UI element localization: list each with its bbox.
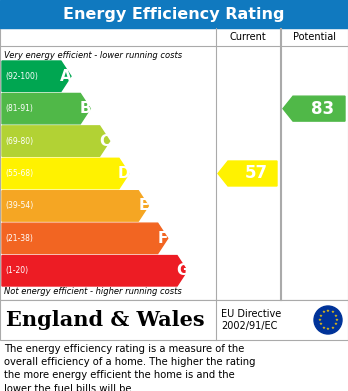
Polygon shape	[2, 61, 71, 91]
Text: ★: ★	[326, 326, 330, 331]
Polygon shape	[2, 256, 187, 286]
Polygon shape	[2, 191, 148, 221]
Polygon shape	[2, 93, 90, 124]
Text: (21-38): (21-38)	[5, 234, 33, 243]
Text: EU Directive
2002/91/EC: EU Directive 2002/91/EC	[221, 309, 281, 331]
Text: Potential: Potential	[293, 32, 336, 42]
Text: 83: 83	[311, 100, 334, 118]
Text: (81-91): (81-91)	[5, 104, 33, 113]
Text: Energy Efficiency Rating: Energy Efficiency Rating	[63, 7, 285, 22]
Text: ★: ★	[334, 322, 338, 326]
Text: ★: ★	[317, 318, 321, 322]
Text: E: E	[138, 198, 149, 213]
Text: ★: ★	[326, 309, 330, 313]
Text: ★: ★	[322, 310, 326, 314]
Text: D: D	[118, 166, 130, 181]
Polygon shape	[283, 96, 345, 121]
Text: A: A	[60, 69, 72, 84]
Text: (1-20): (1-20)	[5, 266, 28, 275]
Text: ★: ★	[322, 326, 326, 330]
Circle shape	[314, 306, 342, 334]
Text: ★: ★	[318, 314, 322, 317]
Text: F: F	[158, 231, 168, 246]
Text: B: B	[79, 101, 91, 116]
Text: Current: Current	[230, 32, 266, 42]
Text: C: C	[99, 134, 110, 149]
Text: Very energy efficient - lower running costs: Very energy efficient - lower running co…	[4, 50, 182, 59]
Text: (55-68): (55-68)	[5, 169, 33, 178]
Text: ★: ★	[330, 326, 334, 330]
Polygon shape	[2, 223, 168, 254]
Text: Not energy efficient - higher running costs: Not energy efficient - higher running co…	[4, 287, 182, 296]
Text: ★: ★	[318, 322, 322, 326]
Text: The energy efficiency rating is a measure of the
overall efficiency of a home. T: The energy efficiency rating is a measur…	[4, 344, 255, 391]
Bar	[0, 300, 348, 340]
Bar	[0, 0, 348, 28]
Polygon shape	[218, 161, 277, 186]
Text: (39-54): (39-54)	[5, 201, 33, 210]
Text: 57: 57	[245, 165, 268, 183]
Text: G: G	[176, 263, 188, 278]
Polygon shape	[2, 158, 129, 189]
Bar	[0, 28, 348, 300]
Text: ★: ★	[334, 314, 338, 317]
Text: England & Wales: England & Wales	[6, 310, 205, 330]
Text: (92-100): (92-100)	[5, 72, 38, 81]
Polygon shape	[2, 126, 110, 156]
Text: ★: ★	[335, 318, 339, 322]
Text: ★: ★	[330, 310, 334, 314]
Text: (69-80): (69-80)	[5, 136, 33, 145]
